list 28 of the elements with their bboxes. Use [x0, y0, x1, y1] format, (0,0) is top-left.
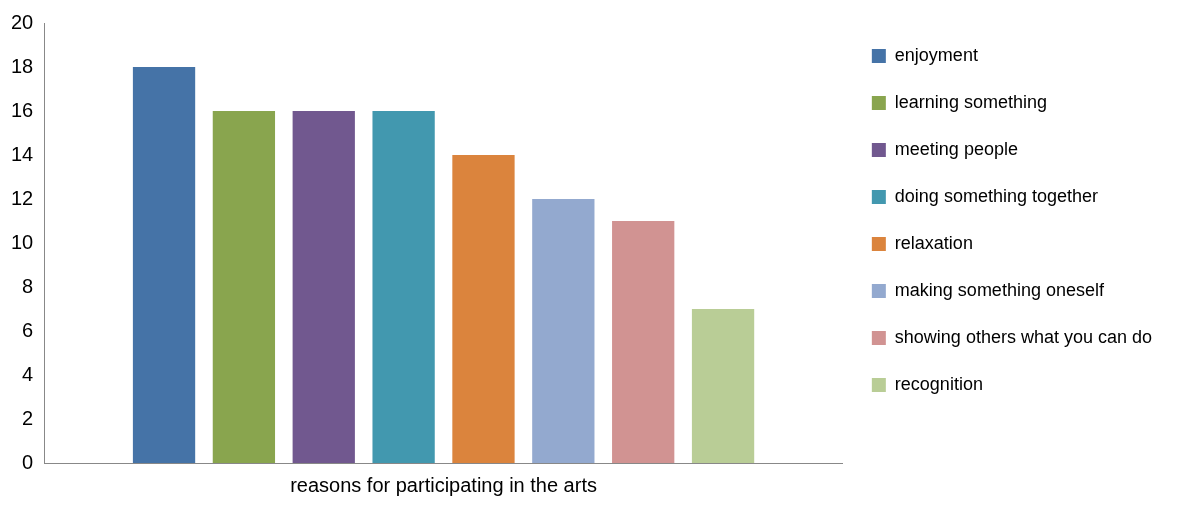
y-tick-label: 10: [11, 230, 34, 253]
legend-label: relaxation: [894, 232, 973, 253]
bar: [212, 111, 276, 463]
bar: [691, 309, 755, 463]
legend-label: recognition: [894, 373, 983, 394]
y-tick-label: 16: [11, 98, 34, 121]
y-tick-label: 20: [11, 10, 34, 33]
y-tick-label: 0: [22, 450, 34, 473]
legend-label: showing others what you can do: [894, 326, 1153, 347]
y-tick-label: 18: [11, 54, 34, 77]
legend-label: doing something together: [894, 185, 1098, 206]
bar: [612, 221, 675, 463]
bar: [532, 199, 595, 463]
legend-label: learning something: [894, 91, 1047, 112]
legend-label: enjoyment: [894, 44, 978, 65]
legend-label: meeting people: [894, 138, 1018, 159]
y-tick-label: 12: [11, 186, 34, 209]
y-tick-label: 8: [22, 274, 34, 297]
y-tick-label: 14: [11, 142, 34, 165]
bar: [452, 155, 515, 463]
x-tick-label: reasons for participating in the arts: [290, 473, 597, 496]
bar: [372, 111, 435, 463]
y-tick-label: 6: [22, 318, 34, 341]
legend-label: making something oneself: [894, 279, 1105, 300]
bar: [292, 111, 355, 463]
y-tick-label: 2: [22, 406, 34, 429]
bar: [132, 67, 196, 463]
y-tick-label: 4: [22, 362, 34, 385]
